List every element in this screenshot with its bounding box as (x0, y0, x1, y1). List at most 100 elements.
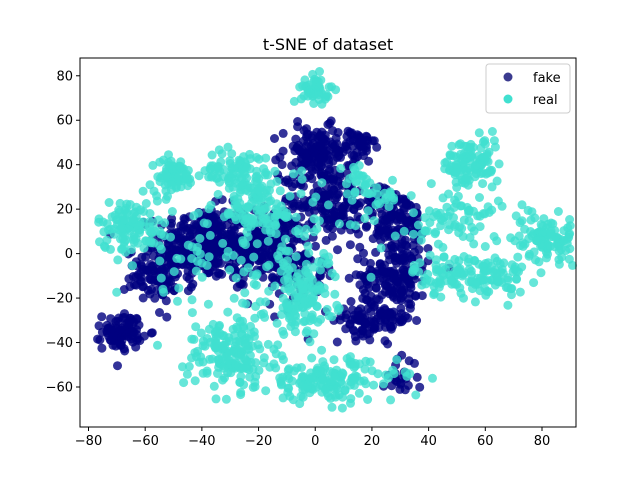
data-point (236, 181, 246, 191)
data-point (400, 273, 410, 283)
data-point (239, 324, 249, 334)
data-point (155, 157, 165, 167)
data-point (354, 388, 364, 398)
data-point (459, 293, 468, 303)
data-point (381, 370, 391, 380)
data-point (297, 372, 307, 382)
data-point (236, 255, 246, 265)
data-point (480, 242, 490, 251)
data-point (278, 393, 288, 403)
data-point (128, 272, 138, 281)
data-point (252, 205, 262, 215)
data-point (464, 206, 474, 216)
data-point (372, 294, 381, 304)
data-point (241, 356, 251, 365)
data-point (232, 313, 242, 323)
data-point (327, 231, 337, 241)
x-tick-label: 60 (477, 434, 494, 449)
data-point (437, 216, 447, 226)
data-point (250, 331, 259, 341)
x-tick-label: −60 (131, 434, 158, 449)
data-point (187, 308, 197, 318)
data-point (557, 252, 567, 262)
data-point (399, 226, 409, 236)
data-point (141, 236, 151, 246)
data-point (323, 200, 333, 210)
data-point (166, 277, 176, 287)
data-point (464, 277, 474, 287)
x-tick-label: 80 (534, 434, 551, 449)
data-point (331, 85, 341, 95)
y-tick-label: −60 (46, 380, 73, 395)
data-point (474, 128, 484, 138)
data-point (439, 252, 449, 262)
data-point (247, 198, 257, 207)
data-point (215, 329, 225, 338)
data-point (116, 339, 126, 349)
data-point (265, 362, 275, 372)
data-point (209, 381, 219, 391)
data-point (554, 259, 564, 269)
data-point (553, 207, 563, 216)
data-point (249, 252, 259, 262)
y-tick-label: 80 (56, 69, 73, 84)
data-point (386, 395, 396, 405)
data-point (291, 212, 301, 222)
data-point (299, 317, 309, 327)
data-point (323, 224, 332, 234)
data-point (179, 378, 189, 388)
data-point (452, 261, 462, 271)
data-point (376, 243, 386, 253)
data-point (167, 180, 177, 190)
data-point (387, 241, 397, 251)
data-point (213, 369, 222, 378)
data-point (319, 248, 329, 258)
data-point (304, 207, 314, 217)
data-point (167, 207, 177, 216)
data-point (395, 242, 405, 252)
data-point (112, 287, 122, 297)
data-point (275, 186, 285, 196)
data-point (450, 220, 460, 230)
data-point (380, 232, 390, 242)
data-point (97, 343, 107, 353)
data-point (411, 291, 420, 301)
data-point (260, 312, 270, 322)
data-point (363, 189, 372, 198)
data-point (173, 296, 182, 306)
x-tick-label: 20 (364, 434, 381, 449)
data-point (221, 394, 231, 404)
data-point (366, 307, 376, 317)
data-point (381, 322, 390, 332)
data-point (226, 168, 236, 178)
data-point (155, 241, 165, 251)
data-point (538, 221, 548, 231)
data-point (487, 261, 496, 271)
data-point (369, 216, 379, 226)
data-point (195, 234, 205, 243)
data-point (402, 241, 412, 251)
data-point (423, 226, 432, 236)
data-point (314, 82, 324, 92)
data-point (312, 302, 322, 312)
data-point (428, 373, 437, 383)
data-point (176, 221, 186, 231)
data-point (213, 189, 223, 199)
x-tick-label: 0 (311, 434, 319, 449)
data-point (223, 142, 233, 152)
data-point (213, 162, 223, 172)
data-point (311, 382, 321, 392)
x-tick-label: −20 (245, 434, 272, 449)
data-point (260, 204, 270, 214)
data-point (539, 214, 549, 224)
data-point (451, 198, 461, 208)
data-point (453, 191, 463, 201)
data-point (498, 268, 508, 278)
data-point (370, 319, 380, 329)
data-point (431, 227, 441, 237)
data-point (351, 177, 361, 187)
data-point (383, 339, 393, 349)
y-tick-label: −40 (46, 336, 73, 351)
plot-frame (79, 57, 577, 428)
data-point (119, 312, 129, 322)
